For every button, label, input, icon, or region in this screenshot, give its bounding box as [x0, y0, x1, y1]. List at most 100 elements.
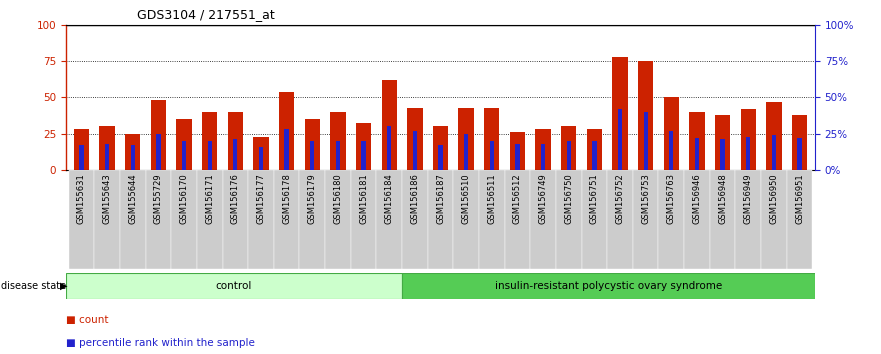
Text: GSM156187: GSM156187: [436, 173, 445, 224]
Bar: [797, 138, 802, 170]
Bar: [761, 170, 787, 269]
Bar: [458, 108, 474, 170]
Bar: [305, 119, 320, 170]
Text: GSM156763: GSM156763: [667, 173, 676, 224]
Bar: [279, 92, 294, 170]
Text: GSM156186: GSM156186: [411, 173, 419, 224]
Text: GSM156750: GSM156750: [564, 173, 574, 224]
Bar: [490, 141, 494, 170]
Text: GSM156181: GSM156181: [359, 173, 368, 224]
Bar: [181, 141, 186, 170]
Text: GSM156951: GSM156951: [795, 173, 804, 223]
Text: control: control: [216, 281, 252, 291]
Bar: [325, 170, 351, 269]
Bar: [736, 170, 761, 269]
Text: GSM156178: GSM156178: [282, 173, 291, 224]
Bar: [171, 170, 196, 269]
Bar: [464, 133, 469, 170]
Bar: [259, 147, 263, 170]
Bar: [587, 129, 602, 170]
Bar: [427, 170, 454, 269]
Bar: [592, 141, 596, 170]
Text: GSM156171: GSM156171: [205, 173, 214, 224]
Bar: [633, 170, 658, 269]
Bar: [746, 137, 751, 170]
Bar: [94, 170, 120, 269]
Bar: [607, 170, 633, 269]
Text: GSM155643: GSM155643: [102, 173, 112, 224]
Bar: [439, 145, 442, 170]
Bar: [689, 112, 705, 170]
Bar: [710, 170, 736, 269]
Bar: [227, 112, 243, 170]
Bar: [356, 124, 371, 170]
Bar: [254, 137, 269, 170]
Bar: [310, 141, 315, 170]
Bar: [566, 141, 571, 170]
Bar: [618, 109, 622, 170]
Text: GSM156752: GSM156752: [616, 173, 625, 224]
Text: GSM156751: GSM156751: [590, 173, 599, 224]
Text: GSM155729: GSM155729: [154, 173, 163, 223]
Bar: [66, 273, 402, 299]
Bar: [376, 170, 402, 269]
Bar: [105, 144, 109, 170]
Bar: [643, 112, 648, 170]
Bar: [663, 97, 679, 170]
Bar: [685, 170, 710, 269]
Text: GSM155644: GSM155644: [129, 173, 137, 223]
Text: ■ percentile rank within the sample: ■ percentile rank within the sample: [66, 338, 255, 348]
Bar: [479, 170, 505, 269]
Text: GSM156179: GSM156179: [307, 173, 317, 224]
Bar: [638, 61, 654, 170]
Bar: [510, 132, 525, 170]
Bar: [223, 170, 248, 269]
Bar: [433, 126, 448, 170]
Bar: [402, 273, 815, 299]
Bar: [285, 129, 289, 170]
Bar: [581, 170, 607, 269]
Bar: [561, 126, 576, 170]
Bar: [772, 135, 776, 170]
Bar: [208, 141, 211, 170]
Text: GSM156180: GSM156180: [333, 173, 343, 224]
Bar: [248, 170, 274, 269]
Bar: [69, 170, 94, 269]
Bar: [79, 145, 84, 170]
Text: insulin-resistant polycystic ovary syndrome: insulin-resistant polycystic ovary syndr…: [495, 281, 722, 291]
Bar: [202, 112, 218, 170]
Text: disease state: disease state: [1, 281, 66, 291]
Bar: [484, 108, 500, 170]
Bar: [336, 141, 340, 170]
Bar: [381, 80, 397, 170]
Text: GDS3104 / 217551_at: GDS3104 / 217551_at: [137, 8, 274, 21]
Text: GSM156511: GSM156511: [487, 173, 496, 223]
Text: GSM156510: GSM156510: [462, 173, 470, 223]
Bar: [351, 170, 376, 269]
Bar: [402, 170, 427, 269]
Bar: [176, 119, 192, 170]
Bar: [196, 170, 223, 269]
Text: GSM156177: GSM156177: [256, 173, 265, 224]
Bar: [120, 170, 145, 269]
Bar: [412, 131, 417, 170]
Bar: [766, 102, 781, 170]
Bar: [515, 144, 520, 170]
Bar: [125, 133, 140, 170]
Bar: [156, 133, 160, 170]
Text: GSM156753: GSM156753: [641, 173, 650, 224]
Bar: [130, 145, 135, 170]
Bar: [361, 141, 366, 170]
Bar: [407, 108, 423, 170]
Bar: [541, 144, 545, 170]
Bar: [530, 170, 556, 269]
Text: ▶: ▶: [60, 281, 68, 291]
Bar: [145, 170, 171, 269]
Bar: [536, 129, 551, 170]
Bar: [74, 129, 89, 170]
Text: GSM156946: GSM156946: [692, 173, 701, 224]
Text: GSM156948: GSM156948: [718, 173, 727, 224]
Text: GSM155631: GSM155631: [77, 173, 86, 224]
Bar: [274, 170, 300, 269]
Text: ■ count: ■ count: [66, 315, 108, 325]
